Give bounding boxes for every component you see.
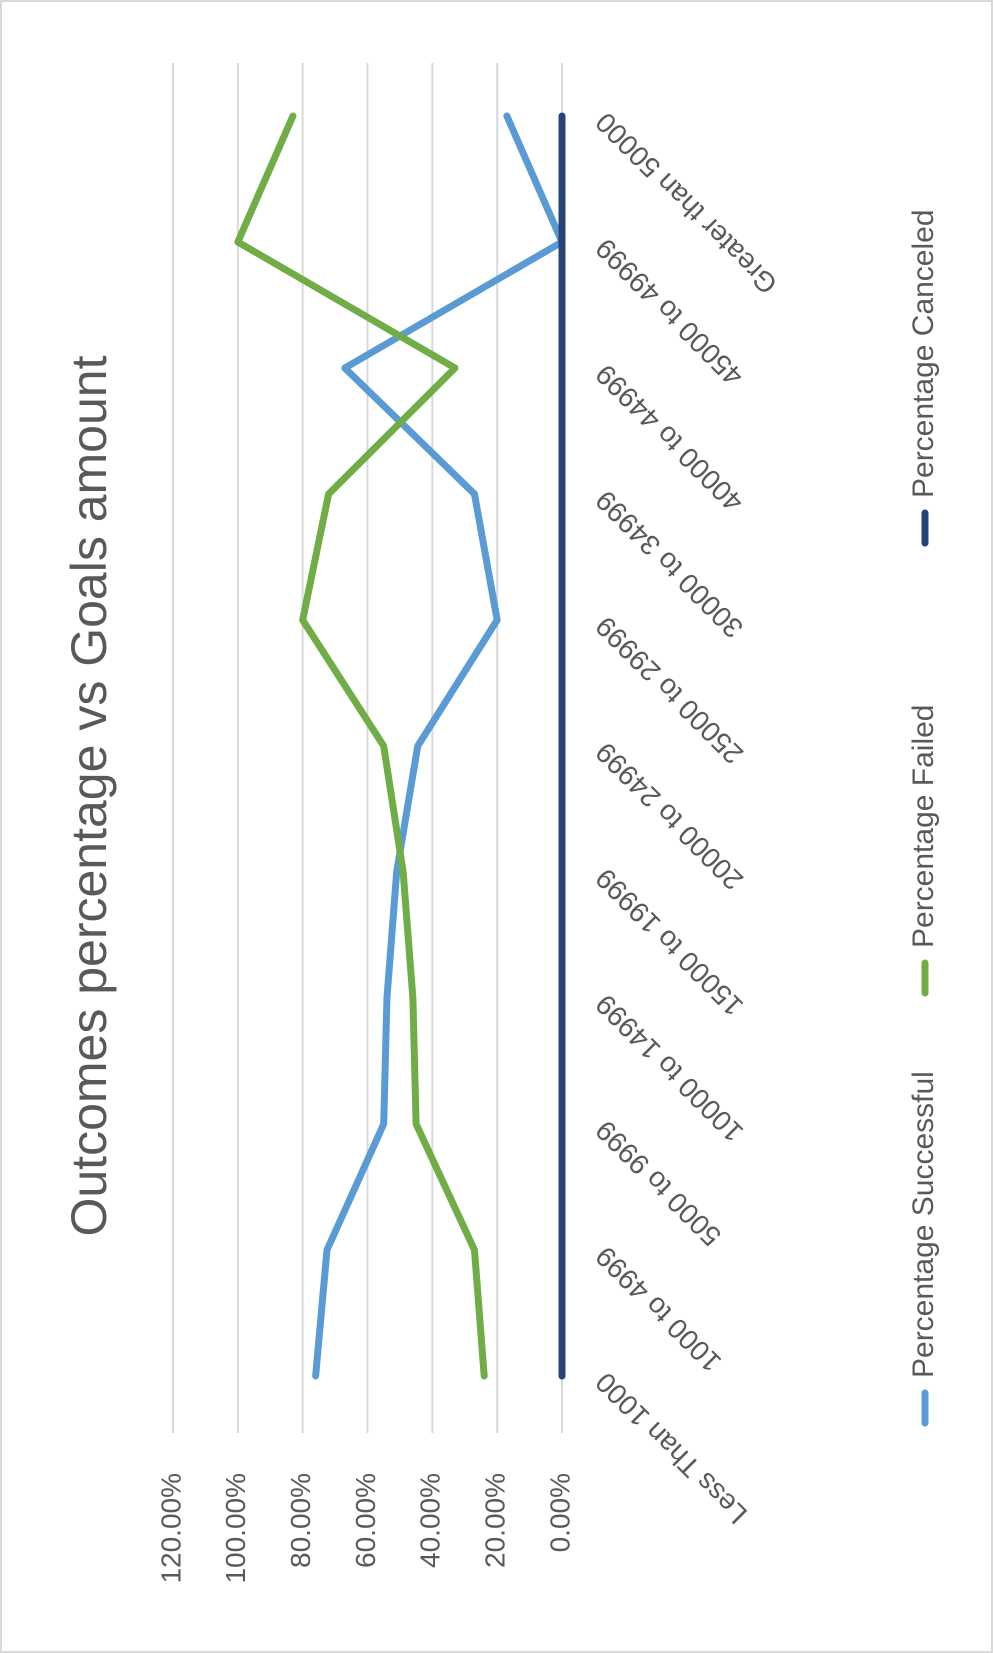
legend-label: Percentage Successful (907, 1071, 940, 1378)
y-tick-label: 40.00% (415, 1473, 446, 1568)
legend-label: Percentage Canceled (907, 209, 940, 498)
series-line (234, 112, 488, 1380)
y-tick-label: 80.00% (285, 1473, 316, 1568)
legend-label: Percentage Failed (907, 705, 940, 949)
y-tick-label: 60.00% (350, 1473, 381, 1568)
series-line (312, 112, 566, 1380)
y-tick-label: 120.00% (155, 1473, 186, 1584)
y-tick-label: 100.00% (220, 1473, 251, 1584)
y-tick-label: 0.00% (544, 1473, 575, 1552)
y-tick-label: 20.00% (480, 1473, 511, 1568)
chart-title: Outcomes percentage vs Goals amount (61, 355, 117, 1236)
